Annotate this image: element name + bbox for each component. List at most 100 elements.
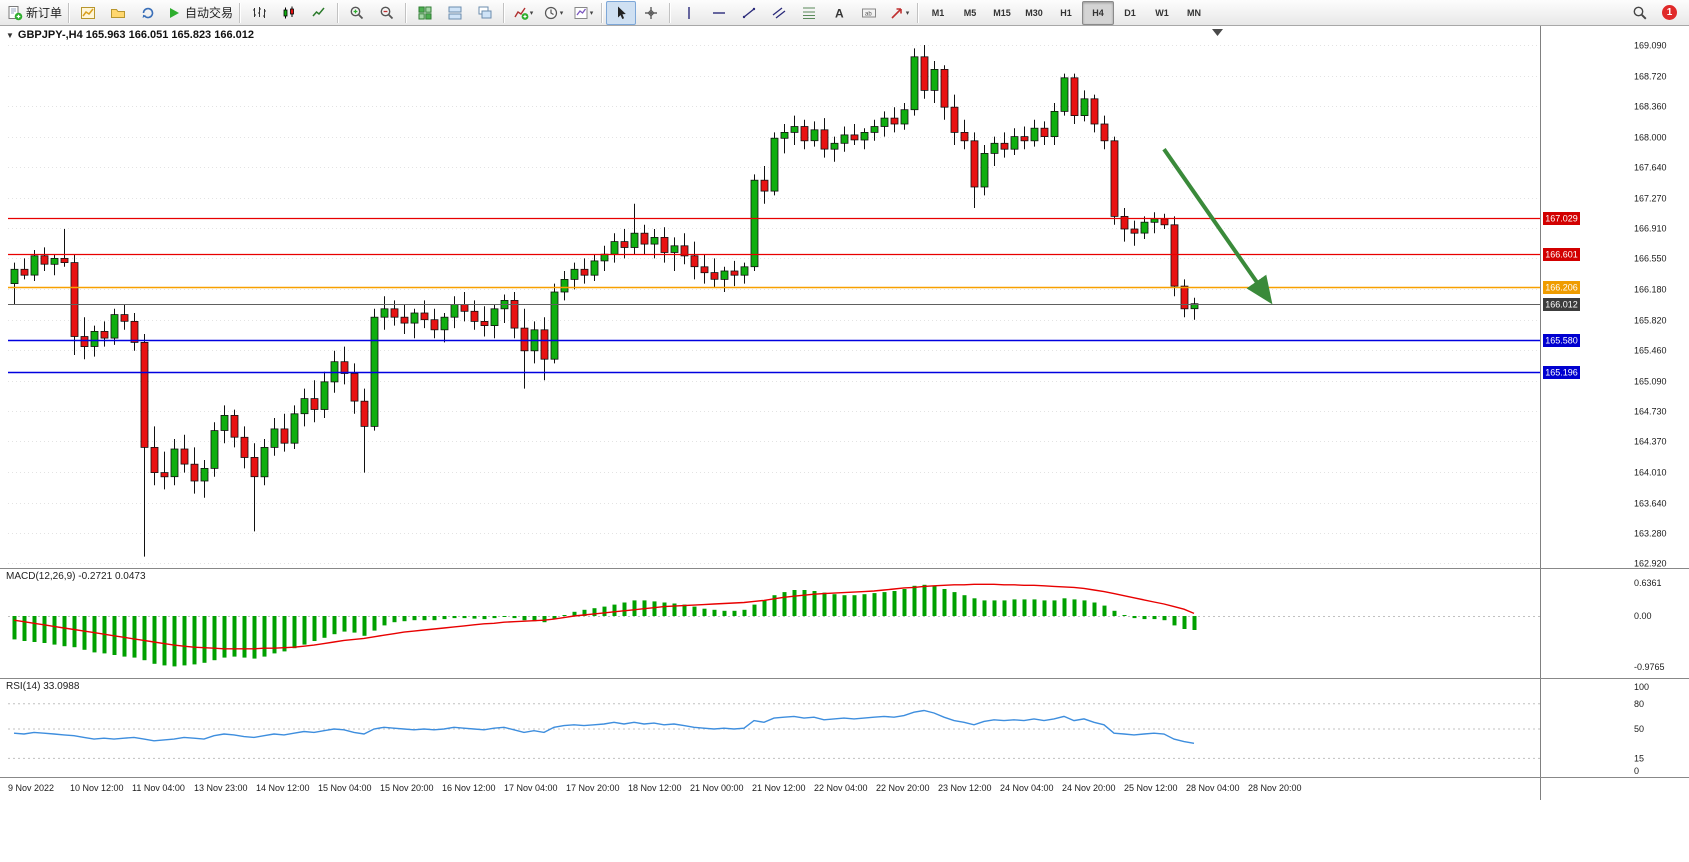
price-tick-label[interactable]: 166.550 [1634,254,1667,264]
chart-title: ▼ GBPJPY-,H4 165.963 166.051 165.823 166… [6,29,254,41]
price-tick-label[interactable]: 168.000 [1634,133,1667,143]
time-axis[interactable]: 9 Nov 2022 10 Nov 12:00 11 Nov 04:00 13 Nov… [0,778,1689,800]
chevron-down-icon[interactable]: ▾ [559,9,564,17]
chart-shift-marker[interactable] [1212,29,1223,36]
time-label: 24 Nov 20:00 [1062,783,1116,793]
cursor-tool-button[interactable] [606,0,637,25]
tf-w1[interactable]: W1 [1146,1,1178,25]
indicators-icon [513,5,529,21]
chevron-down-icon[interactable]: ▾ [589,9,594,17]
price-tick-label[interactable]: 165.460 [1634,346,1667,356]
horizontal-line-tool-button[interactable] [704,1,734,25]
time-label: 15 Nov 20:00 [380,783,434,793]
line-chart-mode-button[interactable] [304,1,334,25]
search-button[interactable] [1625,1,1655,25]
time-label: 24 Nov 04:00 [1000,783,1054,793]
tf-h1[interactable]: H1 [1050,1,1082,25]
tf-m5[interactable]: M5 [954,1,986,25]
templates-button[interactable]: ▾ [568,1,598,25]
toolbar-separator [239,2,242,23]
auto-trading-button[interactable]: 自动交易 [163,1,236,25]
text-tool-button[interactable]: A [824,1,854,25]
main-chart-panel[interactable]: 169.090 168.720 168.360 168.000 167.640 167.2… [0,26,1689,569]
candlestick-mode-button[interactable] [274,1,304,25]
price-tick-label[interactable]: 164.730 [1634,407,1667,417]
cascade-windows-button[interactable] [470,1,500,25]
toolbar-separator [68,2,71,23]
time-label: 25 Nov 12:00 [1124,783,1178,793]
label-tool-button[interactable]: ab [854,1,884,25]
bar-chart-mode-button[interactable] [244,1,274,25]
price-tick-label[interactable]: 165.820 [1634,316,1667,326]
price-tick-label[interactable]: 166.180 [1634,285,1667,295]
price-tick-label[interactable]: 167.640 [1634,163,1667,173]
macd-label: MACD(12,26,9) -0.2721 0.0473 [6,571,146,582]
refresh-button[interactable] [133,1,163,25]
price-tick-label[interactable]: 167.270 [1634,194,1667,204]
macd-panel[interactable]: 0.6361 0.00 -0.9765 MACD(12,26,9) -0.2721 … [0,569,1689,679]
zoom-in-button[interactable] [342,1,372,25]
crosshair-icon [643,5,659,21]
time-label: 11 Nov 04:00 [132,783,185,793]
macd-canvas: 0.6361 0.00 -0.9765 [8,569,1665,678]
crosshair-tool-button[interactable] [636,1,666,25]
periods-button[interactable]: ▾ [538,1,568,25]
toolbar-separator [337,2,340,23]
arrow-icon [889,5,905,21]
arrange-windows-button[interactable] [440,1,470,25]
arrows-tool-button[interactable]: ▾ [884,1,914,25]
price-tick-label[interactable]: 169.090 [1634,41,1667,51]
new-order-button[interactable]: 新订单 [4,1,65,25]
hline-icon [711,5,727,21]
time-label: 21 Nov 00:00 [690,783,744,793]
time-label: 23 Nov 12:00 [938,783,992,793]
tf-mn[interactable]: MN [1178,1,1210,25]
vertical-line-tool-button[interactable] [674,1,704,25]
price-tick-label[interactable]: 168.360 [1634,102,1667,112]
price-tick-label[interactable]: 162.920 [1634,559,1667,569]
tf-d1[interactable]: D1 [1114,1,1146,25]
tile-windows-button[interactable] [410,1,440,25]
price-tag [1543,334,1580,347]
tf-m1[interactable]: M1 [922,1,954,25]
time-label: 28 Nov 04:00 [1186,783,1240,793]
fibonacci-tool-button[interactable] [794,1,824,25]
collapse-triangle-icon[interactable]: ▼ [6,30,14,40]
new-chart-button[interactable] [73,1,103,25]
tf-m15[interactable]: M15 [986,1,1018,25]
tf-m30-label: M30 [1025,7,1043,18]
chevron-down-icon[interactable]: ▾ [529,9,534,17]
toolbar-separator [405,2,408,23]
tf-m30[interactable]: M30 [1018,1,1050,25]
time-label: 15 Nov 04:00 [318,783,372,793]
trendline-tool-button[interactable] [734,1,764,25]
price-tag [1543,212,1580,225]
channel-icon [771,5,787,21]
price-tick-label[interactable]: 163.280 [1634,529,1667,539]
price-tag [1543,281,1580,294]
chart-window: 169.090 168.720 168.360 168.000 167.640 167.2… [0,26,1689,800]
fibo-icon [801,5,817,21]
price-tag-label: 166.601 [1545,250,1578,260]
tile-icon [417,5,433,21]
macd-tick-label: 0.6361 [1634,578,1662,588]
price-tick-label[interactable]: 166.910 [1634,224,1667,234]
price-tick-label[interactable]: 164.370 [1634,437,1667,447]
tf-h4[interactable]: H4 [1082,0,1115,25]
price-tick-label[interactable]: 164.010 [1634,468,1667,478]
price-tick-label[interactable]: 168.720 [1634,72,1667,82]
notification-badge[interactable]: 1 [1662,5,1677,20]
channel-tool-button[interactable] [764,1,794,25]
rsi-tick-label: 15 [1634,753,1644,763]
indicators-button[interactable]: ▾ [508,1,538,25]
price-tick-label[interactable]: 165.090 [1634,377,1667,387]
chevron-down-icon[interactable]: ▾ [905,9,910,17]
tf-h4-label: H4 [1092,7,1104,18]
trend-arrow[interactable] [1162,148,1273,305]
new-order-label: 新订单 [26,6,63,20]
price-tick-label[interactable]: 163.640 [1634,499,1667,509]
zoom-out-button[interactable] [372,1,402,25]
profiles-button[interactable] [103,1,133,25]
rsi-panel[interactable]: 100 80 50 15 0 RSI(14) 33.0988 [0,679,1689,778]
